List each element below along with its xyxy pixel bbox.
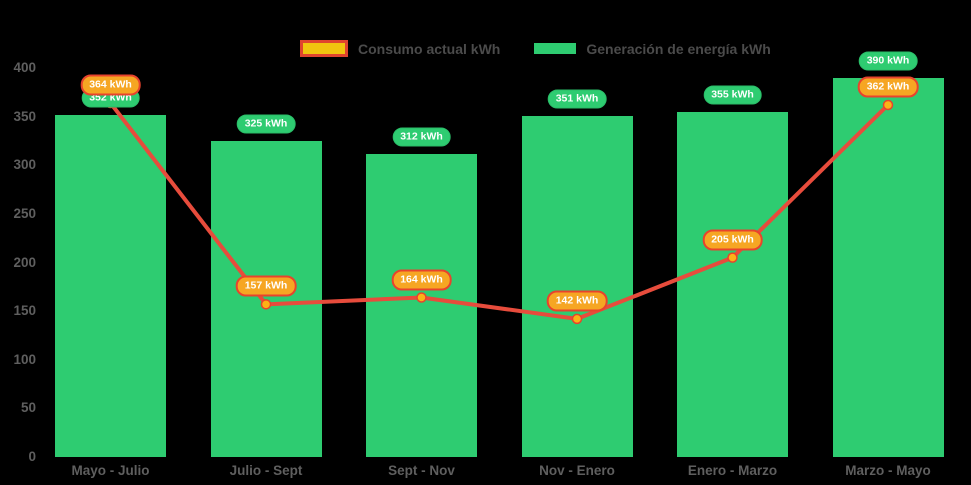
y-axis-tick-label: 0 <box>28 449 36 464</box>
consumption-point-marker[interactable] <box>571 313 583 325</box>
consumption-value-badge: 142 kWh <box>546 290 608 312</box>
generation-value-badge: 355 kWh <box>703 85 762 105</box>
generation-bar[interactable] <box>366 153 477 457</box>
generation-bar[interactable] <box>521 115 633 457</box>
chart-legend: Consumo actual kWh Generación de energía… <box>300 40 771 57</box>
generation-value-badge: 312 kWh <box>392 127 451 147</box>
generation-bar[interactable] <box>210 140 322 457</box>
y-axis-tick-label: 100 <box>13 351 36 367</box>
generation-legend-swatch-icon <box>534 43 577 54</box>
x-axis-category-label: Sept - Nov <box>388 463 455 478</box>
consumption-value-badge: 364 kWh <box>80 74 141 96</box>
generation-legend-label: Generación de energía kWh <box>586 40 771 57</box>
x-axis-category-label: Marzo - Mayo <box>845 463 931 478</box>
generation-value-badge: 351 kWh <box>547 89 607 109</box>
generation-value-badge: 390 kWh <box>858 51 918 71</box>
y-axis-tick-label: 150 <box>13 303 36 319</box>
y-axis-tick-label: 250 <box>13 205 36 221</box>
y-axis-tick-label: 200 <box>13 254 36 270</box>
x-axis-category-label: Julio - Sept <box>229 463 303 478</box>
consumption-point-marker[interactable] <box>882 99 894 111</box>
consumption-value-badge: 205 kWh <box>702 229 763 251</box>
consumption-legend-label: Consumo actual kWh <box>358 40 501 57</box>
consumption-value-badge: 362 kWh <box>857 76 919 98</box>
y-axis-tick-label: 400 <box>13 60 36 75</box>
y-axis-tick-label: 50 <box>20 400 36 416</box>
generation-value-badge: 325 kWh <box>236 114 296 134</box>
legend-item-generation[interactable]: Generación de energía kWh <box>534 40 771 57</box>
x-axis-category-label: Enero - Marzo <box>687 463 778 478</box>
x-axis-category-label: Mayo - Julio <box>71 463 150 478</box>
consumption-line-path <box>108 101 890 321</box>
consumption-value-badge: 157 kWh <box>235 275 297 297</box>
legend-item-consumption[interactable]: Consumo actual kWh <box>300 40 500 57</box>
consumption-legend-swatch-icon <box>300 40 348 57</box>
consumption-value-badge: 164 kWh <box>391 269 452 290</box>
y-axis-tick-label: 350 <box>13 108 36 124</box>
consumption-point-marker[interactable] <box>416 292 427 303</box>
x-axis-category-label: Nov - Enero <box>539 463 615 478</box>
y-axis-tick-label: 300 <box>13 157 36 173</box>
generation-bar[interactable] <box>677 111 788 457</box>
consumption-point-marker[interactable] <box>260 299 272 310</box>
generation-bar[interactable] <box>55 114 166 457</box>
consumption-point-marker[interactable] <box>727 252 738 263</box>
